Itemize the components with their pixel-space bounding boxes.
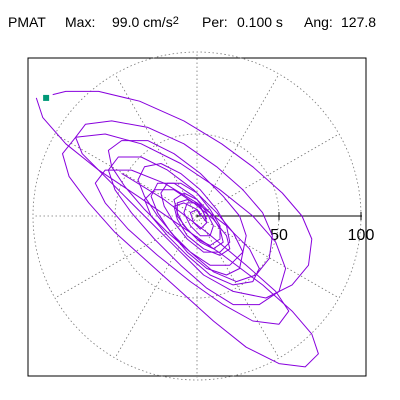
start-marker-group	[43, 94, 50, 101]
start-marker	[43, 94, 50, 101]
max-value-text: 99.0 cm/s	[112, 14, 173, 30]
ang-value: 127.8	[341, 14, 377, 30]
grid-spoke-210	[54, 215, 198, 299]
grid-spoke-240	[114, 215, 198, 359]
orbit-trace-1	[52, 90, 313, 299]
grid-spoke-120	[114, 73, 198, 217]
max-label: Max:	[65, 14, 96, 30]
radial-tick-label-50: 50	[270, 227, 288, 244]
radial-axis: 50 100	[197, 212, 374, 244]
orbit-trace-3	[94, 169, 290, 325]
per-value: 0.100 s	[237, 14, 283, 30]
station-code: PMAT	[8, 14, 46, 30]
grid-spoke-60	[196, 73, 280, 217]
per-label: Per:	[202, 14, 228, 30]
ang-label: Ang:	[304, 14, 333, 30]
radial-tick-label-100: 100	[348, 227, 375, 244]
grid-spoke-330	[196, 215, 340, 299]
grid-spoke-150	[54, 133, 198, 217]
max-value-exponent: 2	[172, 15, 179, 27]
orbit-series	[35, 90, 319, 368]
grid-spoke-300	[196, 215, 280, 359]
max-value: 99.0 cm/s2	[112, 14, 179, 30]
grid-spoke-30	[196, 133, 340, 217]
orbit-trace-2	[35, 97, 319, 368]
